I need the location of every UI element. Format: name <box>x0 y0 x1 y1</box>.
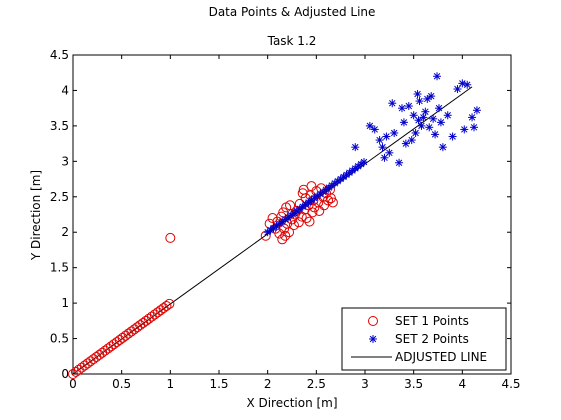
set2-point <box>463 80 472 89</box>
legend-set1-marker <box>368 316 378 326</box>
legend: SET 1 Points SET 2 Points ADJUSTED LINE <box>341 307 507 371</box>
set2-point <box>390 128 399 137</box>
set2-point <box>425 123 434 132</box>
set1-point <box>327 197 338 208</box>
set2-point <box>385 148 394 157</box>
set2-point <box>427 92 436 101</box>
x-tick-label: 4.5 <box>501 377 520 391</box>
set2-point <box>395 158 404 167</box>
y-tick-label: 2.5 <box>50 190 69 204</box>
set2-point <box>429 114 438 123</box>
x-tick-label: 3.5 <box>404 377 423 391</box>
set2-point <box>417 121 426 130</box>
set2-point <box>436 118 445 127</box>
x-tick-label: 0.5 <box>112 377 131 391</box>
set2-point <box>380 153 389 162</box>
set2-point <box>443 111 452 120</box>
x-tick-labels: 0 0.5 1 1.5 2 2.5 3 3.5 4 4.5 <box>69 377 520 391</box>
set2-point <box>382 132 391 141</box>
legend-set2-label: SET 2 Points <box>395 332 469 346</box>
axis-ticks <box>72 54 512 375</box>
set2-point <box>438 143 447 152</box>
y-tick-label: 3 <box>61 154 69 168</box>
set2-point <box>409 111 418 120</box>
set2-point <box>468 113 477 122</box>
y-tick-label: 1.5 <box>50 261 69 275</box>
x-tick-label: 2 <box>264 377 272 391</box>
set2-point <box>433 72 442 81</box>
set2-points-layer <box>263 72 481 237</box>
x-tick-label: 1.5 <box>209 377 228 391</box>
y-tick-label: 1 <box>61 296 69 310</box>
set1-point <box>323 195 334 206</box>
set2-point <box>431 130 440 139</box>
set1-point <box>288 220 299 231</box>
set2-point <box>401 139 410 148</box>
set1-point <box>164 298 175 309</box>
legend-line-label: ADJUSTED LINE <box>395 350 487 364</box>
set2-point <box>378 143 387 152</box>
legend-set1-label: SET 1 Points <box>395 314 469 328</box>
set1-point <box>161 300 172 311</box>
set1-point <box>304 216 315 227</box>
legend-set2-marker <box>369 335 377 343</box>
chart-title: Data Points & Adjusted Line <box>209 5 376 19</box>
set1-point <box>293 217 304 228</box>
set1-point <box>277 234 288 245</box>
legend-star-glyph <box>369 335 377 343</box>
set1-point <box>284 227 295 238</box>
set1-point <box>296 211 307 222</box>
set2-point <box>360 158 369 167</box>
set2-point <box>397 104 406 113</box>
set1-point <box>260 230 271 241</box>
set2-point <box>399 118 408 127</box>
set1-point <box>165 232 176 243</box>
set2-point <box>375 136 384 145</box>
set2-point <box>413 89 422 98</box>
chart-subtitle: Task 1.2 <box>267 34 317 48</box>
set2-point <box>415 97 424 106</box>
x-tick-label: 1 <box>167 377 175 391</box>
x-tick-label: 0 <box>69 377 77 391</box>
set1-point <box>285 200 296 211</box>
set2-point <box>388 99 397 108</box>
set1-point <box>314 205 325 216</box>
set1-point <box>297 188 308 199</box>
set2-point <box>470 123 479 132</box>
set2-point <box>370 125 379 134</box>
x-axis-label: X Direction [m] <box>246 396 337 410</box>
set2-point <box>458 79 467 88</box>
set2-point <box>404 102 413 111</box>
set2-point <box>419 113 428 122</box>
set2-point <box>434 104 443 113</box>
set2-point <box>423 94 432 103</box>
y-tick-label: 4 <box>61 83 69 97</box>
x-tick-label: 3 <box>361 377 369 391</box>
set2-point <box>351 143 360 152</box>
x-tick-label: 2.5 <box>307 377 326 391</box>
y-tick-label: 3.5 <box>50 119 69 133</box>
set2-point <box>365 121 374 130</box>
set2-point <box>407 136 416 145</box>
set2-point <box>411 128 420 137</box>
set2-point <box>472 106 481 115</box>
set2-point <box>421 107 430 116</box>
set1-point <box>280 230 291 241</box>
set2-point <box>460 125 469 134</box>
set1-point <box>307 207 318 218</box>
y-axis-label: Y Direction [m] <box>29 170 43 261</box>
y-tick-label: 0 <box>61 367 69 381</box>
y-tick-label: 2 <box>61 225 69 239</box>
set1-point <box>301 213 312 224</box>
y-tick-label: 0.5 <box>50 332 69 346</box>
set2-point <box>448 132 457 141</box>
y-tick-label: 4.5 <box>50 48 69 62</box>
x-tick-label: 4 <box>459 377 467 391</box>
y-tick-labels: 0 0.5 1 1.5 2 2.5 3 3.5 4 4.5 <box>50 48 69 381</box>
set2-point <box>453 85 462 94</box>
